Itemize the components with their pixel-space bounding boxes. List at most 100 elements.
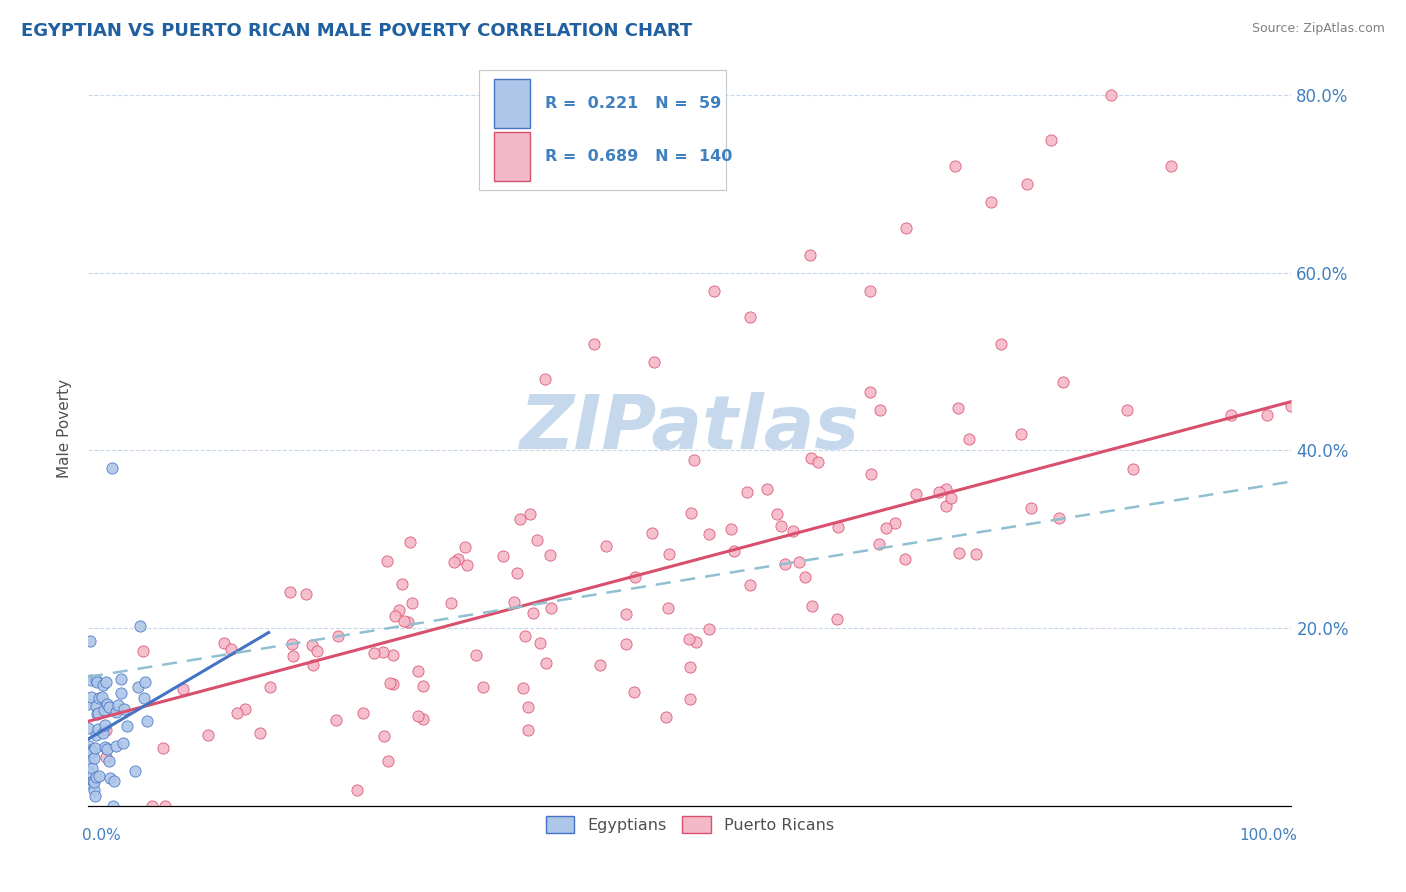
- Point: [401, 595, 423, 609]
- Point: [325, 713, 347, 727]
- Point: [86, 674, 108, 689]
- Text: R =  0.221   N =  59: R = 0.221 N = 59: [546, 96, 721, 111]
- Point: [152, 741, 174, 756]
- Point: [529, 636, 551, 650]
- Point: [1160, 159, 1182, 173]
- Point: [278, 584, 301, 599]
- Point: [948, 401, 970, 415]
- Point: [943, 159, 966, 173]
- Point: [399, 535, 422, 549]
- Point: [720, 522, 742, 536]
- Point: [87, 722, 110, 736]
- Point: [928, 485, 950, 500]
- Point: [384, 609, 406, 624]
- Point: [904, 487, 927, 501]
- Point: [363, 646, 385, 660]
- Point: [860, 467, 883, 481]
- Point: [782, 524, 804, 539]
- Point: [219, 641, 242, 656]
- Point: [513, 629, 536, 643]
- FancyBboxPatch shape: [494, 79, 530, 128]
- Text: EGYPTIAN VS PUERTO RICAN MALE POVERTY CORRELATION CHART: EGYPTIAN VS PUERTO RICAN MALE POVERTY CO…: [21, 22, 692, 40]
- Point: [1052, 375, 1074, 389]
- Point: [506, 566, 529, 580]
- Point: [381, 676, 404, 690]
- Point: [378, 676, 401, 690]
- Text: Source: ZipAtlas.com: Source: ZipAtlas.com: [1251, 22, 1385, 36]
- Point: [96, 697, 118, 711]
- Point: [392, 614, 415, 628]
- Point: [107, 698, 129, 712]
- Point: [124, 764, 146, 778]
- Point: [305, 644, 328, 658]
- Point: [172, 682, 194, 697]
- Point: [869, 403, 891, 417]
- Point: [112, 736, 135, 750]
- Point: [526, 533, 548, 548]
- Point: [683, 453, 706, 467]
- Point: [281, 637, 304, 651]
- Point: [678, 632, 700, 646]
- Point: [1256, 408, 1278, 422]
- Point: [536, 657, 558, 671]
- Point: [859, 284, 882, 298]
- Point: [456, 558, 478, 572]
- Point: [80, 690, 103, 705]
- Point: [127, 680, 149, 694]
- Point: [519, 508, 541, 522]
- Point: [91, 678, 114, 692]
- Point: [155, 798, 177, 813]
- Point: [83, 774, 105, 789]
- Point: [87, 706, 110, 720]
- Point: [249, 726, 271, 740]
- Point: [388, 603, 411, 617]
- Point: [980, 194, 1002, 209]
- Point: [957, 432, 980, 446]
- Point: [756, 482, 779, 496]
- Point: [110, 673, 132, 687]
- Point: [679, 660, 702, 674]
- Point: [522, 606, 544, 620]
- Point: [464, 648, 486, 662]
- Point: [935, 482, 957, 496]
- Point: [787, 555, 810, 569]
- Point: [96, 742, 118, 756]
- Point: [1122, 462, 1144, 476]
- Point: [281, 648, 304, 663]
- Point: [96, 675, 118, 690]
- Point: [83, 751, 105, 765]
- Point: [93, 703, 115, 717]
- Point: [301, 657, 323, 672]
- Point: [697, 623, 720, 637]
- Point: [77, 722, 100, 736]
- Point: [406, 708, 429, 723]
- Point: [453, 540, 475, 554]
- Point: [589, 657, 612, 672]
- Legend: Egyptians, Puerto Ricans: Egyptians, Puerto Ricans: [540, 810, 841, 839]
- Text: 0.0%: 0.0%: [82, 829, 121, 843]
- Point: [79, 776, 101, 790]
- Point: [91, 726, 114, 740]
- Point: [643, 354, 665, 368]
- Point: [77, 754, 100, 768]
- Point: [624, 570, 647, 584]
- Point: [233, 701, 256, 715]
- Point: [1049, 510, 1071, 524]
- Point: [94, 718, 117, 732]
- Point: [375, 554, 398, 568]
- Text: 100.0%: 100.0%: [1240, 829, 1298, 843]
- Point: [738, 578, 761, 592]
- Point: [875, 521, 897, 535]
- Point: [509, 512, 531, 526]
- Point: [443, 555, 465, 569]
- Point: [827, 520, 849, 534]
- Point: [773, 557, 796, 571]
- Point: [825, 612, 848, 626]
- Point: [697, 527, 720, 541]
- Point: [534, 372, 557, 386]
- Point: [84, 673, 107, 687]
- Point: [86, 770, 108, 784]
- Point: [1010, 427, 1032, 442]
- FancyBboxPatch shape: [494, 132, 530, 181]
- Point: [136, 714, 159, 728]
